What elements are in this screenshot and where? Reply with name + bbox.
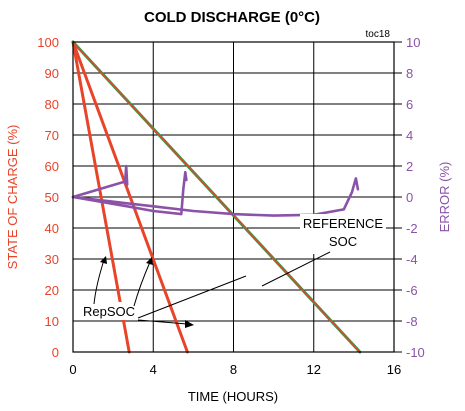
- annotation-reference: REFERENCE: [303, 216, 384, 231]
- y-tick-label-left: 100: [37, 35, 59, 50]
- y-tick-label-left: 30: [45, 252, 59, 267]
- y-tick-label-left: 90: [45, 66, 59, 81]
- annotation-repsoc: RepSOC: [83, 304, 135, 319]
- y-axis-label-left: STATE OF CHARGE (%): [5, 125, 20, 270]
- y-tick-label-left: 0: [52, 345, 59, 360]
- repsoc-arrowhead-1: [100, 256, 107, 264]
- series-line-7: [71, 177, 360, 217]
- x-tick-label: 0: [69, 362, 76, 377]
- x-tick-label: 8: [230, 362, 237, 377]
- series-line-6: [71, 170, 188, 216]
- plot-frame: [72, 41, 395, 353]
- grid: [73, 42, 394, 352]
- series-line-1: [71, 40, 131, 354]
- x-tick-label: 4: [150, 362, 157, 377]
- y-tick-label-right: 0: [406, 190, 413, 205]
- x-tick-label: 16: [387, 362, 401, 377]
- y-tick-label-right: -2: [406, 221, 418, 236]
- chart-tag: toc18: [366, 29, 391, 40]
- series-line-4: [72, 41, 361, 353]
- repsoc-label-bg: [80, 302, 138, 320]
- y-tick-label-right: -6: [406, 283, 418, 298]
- tick-labels: 0 4 8 12 160102030405060708090100-10-8-6-4-2…: [37, 35, 425, 377]
- series-line-2: [71, 40, 189, 354]
- x-tick-label: 12: [307, 362, 321, 377]
- y-tick-label-left: 80: [45, 97, 59, 112]
- y-axis-label-right: ERROR (%): [437, 162, 452, 233]
- y-tick-label-right: -8: [406, 314, 418, 329]
- repsoc-arrow-2: [133, 261, 151, 307]
- series-group: [71, 40, 362, 354]
- series-line-5: [71, 164, 129, 199]
- y-tick-label-left: 70: [45, 128, 59, 143]
- x-axis-label: TIME (HOURS): [188, 389, 278, 404]
- y-tick-label-right: 2: [406, 159, 413, 174]
- y-tick-label-left: 40: [45, 221, 59, 236]
- y-tick-label-left: 20: [45, 283, 59, 298]
- y-tick-label-right: -4: [406, 252, 418, 267]
- repsoc-arrow-1: [93, 259, 105, 305]
- y-tick-label-left: 60: [45, 159, 59, 174]
- repsoc-arrowhead-4: [185, 320, 194, 328]
- annotation-soc: SOC: [329, 234, 357, 249]
- chart-title: COLD DISCHARGE (0°C): [144, 9, 320, 26]
- reference-label-bg: [300, 214, 386, 254]
- y-tick-label-right: 4: [406, 128, 413, 143]
- repsoc-arrow-4: [137, 319, 188, 325]
- y-tick-label-right: 6: [406, 97, 413, 112]
- repsoc-arrow-3: [137, 275, 247, 319]
- y-tick-label-right: -10: [406, 345, 425, 360]
- y-tick-label-right: 8: [406, 66, 413, 81]
- y-tick-label-left: 50: [45, 190, 59, 205]
- repsoc-arrowhead-2: [146, 257, 153, 265]
- y-tick-label-left: 10: [45, 314, 59, 329]
- y-tick-label-right: 10: [406, 35, 420, 50]
- reference-arrow-line: [261, 251, 331, 287]
